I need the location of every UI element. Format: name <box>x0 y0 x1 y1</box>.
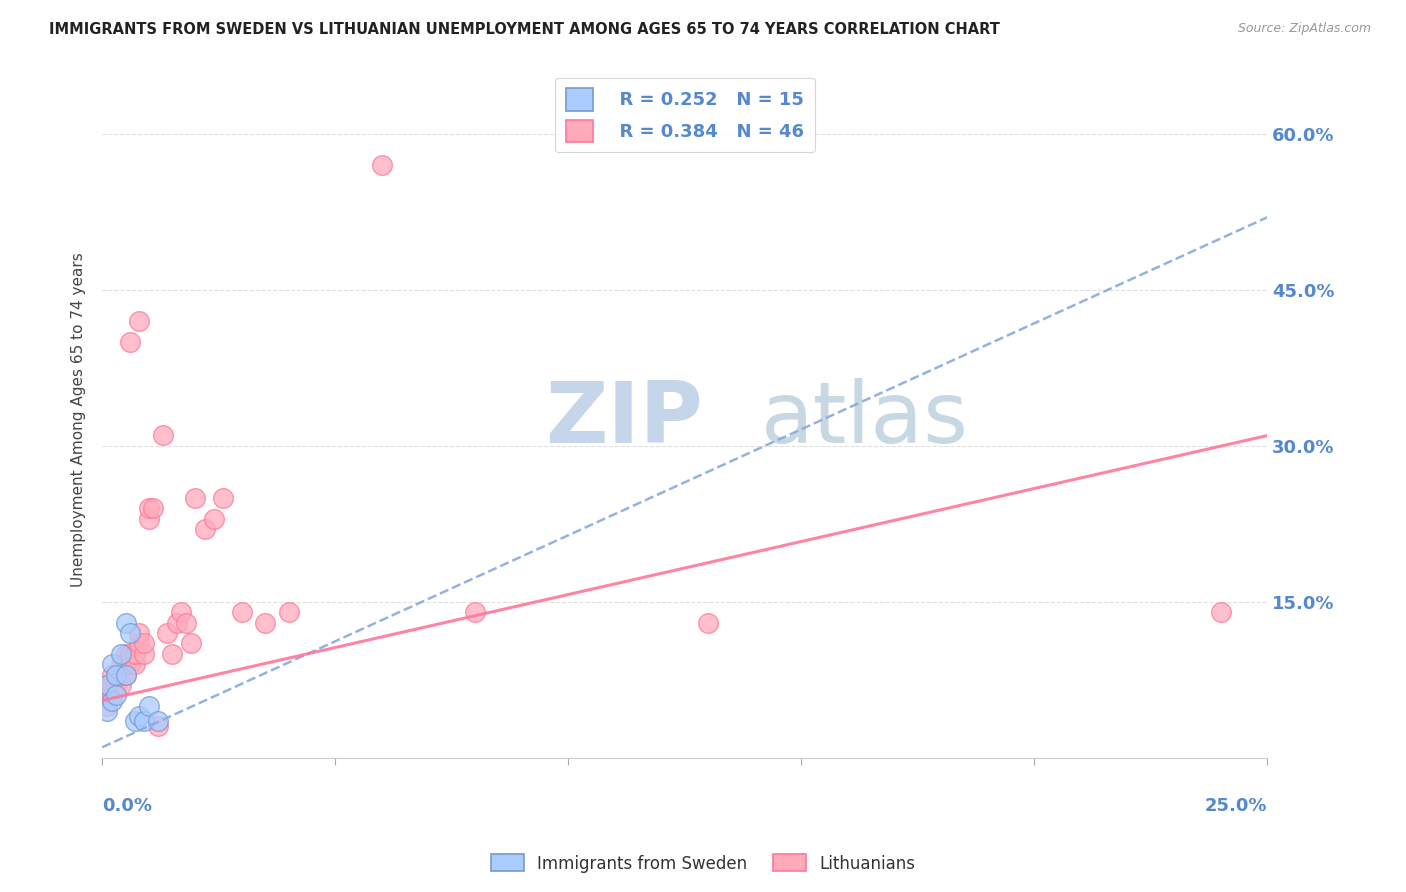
Point <box>138 501 160 516</box>
Point <box>277 605 299 619</box>
Point <box>134 647 156 661</box>
Point <box>110 647 132 661</box>
Point <box>134 714 156 729</box>
Point <box>110 657 132 672</box>
Point <box>160 647 183 661</box>
Point <box>371 158 394 172</box>
Point <box>105 667 128 681</box>
Point <box>212 491 235 505</box>
Point <box>146 719 169 733</box>
Point <box>96 678 118 692</box>
Point <box>152 428 174 442</box>
Point <box>202 511 225 525</box>
Point <box>120 626 142 640</box>
Point <box>1209 605 1232 619</box>
Point <box>105 689 128 703</box>
Point <box>156 626 179 640</box>
Point <box>114 615 136 630</box>
Point <box>96 678 118 692</box>
Point <box>128 314 150 328</box>
Point <box>96 698 118 713</box>
Point <box>100 657 122 672</box>
Point <box>254 615 277 630</box>
Point <box>180 636 202 650</box>
Point <box>146 714 169 729</box>
Point <box>114 647 136 661</box>
Point <box>100 689 122 703</box>
Point <box>110 667 132 681</box>
Legend:   R = 0.252   N = 15,   R = 0.384   N = 46: R = 0.252 N = 15, R = 0.384 N = 46 <box>555 78 815 153</box>
Point <box>170 605 193 619</box>
Point <box>128 636 150 650</box>
Point <box>231 605 253 619</box>
Point <box>96 704 118 718</box>
Point <box>120 657 142 672</box>
Point <box>697 615 720 630</box>
Point <box>124 714 146 729</box>
Point <box>138 698 160 713</box>
Point <box>464 605 486 619</box>
Point <box>114 667 136 681</box>
Text: atlas: atlas <box>761 378 969 461</box>
Legend: Immigrants from Sweden, Lithuanians: Immigrants from Sweden, Lithuanians <box>484 847 922 880</box>
Point <box>105 678 128 692</box>
Point <box>110 678 132 692</box>
Point <box>96 689 118 703</box>
Point <box>120 334 142 349</box>
Point <box>174 615 197 630</box>
Point <box>100 678 122 692</box>
Point <box>134 636 156 650</box>
Point <box>100 667 122 681</box>
Point <box>105 667 128 681</box>
Y-axis label: Unemployment Among Ages 65 to 74 years: Unemployment Among Ages 65 to 74 years <box>72 252 86 587</box>
Point <box>100 693 122 707</box>
Point <box>124 647 146 661</box>
Point <box>194 522 217 536</box>
Point <box>184 491 207 505</box>
Text: Source: ZipAtlas.com: Source: ZipAtlas.com <box>1237 22 1371 36</box>
Point <box>166 615 188 630</box>
Point <box>128 626 150 640</box>
Point <box>114 657 136 672</box>
Point <box>114 667 136 681</box>
Text: ZIP: ZIP <box>546 378 703 461</box>
Text: 25.0%: 25.0% <box>1205 797 1267 814</box>
Point <box>138 511 160 525</box>
Point <box>142 501 165 516</box>
Point <box>128 709 150 723</box>
Point <box>124 657 146 672</box>
Text: IMMIGRANTS FROM SWEDEN VS LITHUANIAN UNEMPLOYMENT AMONG AGES 65 TO 74 YEARS CORR: IMMIGRANTS FROM SWEDEN VS LITHUANIAN UNE… <box>49 22 1000 37</box>
Point <box>120 647 142 661</box>
Text: 0.0%: 0.0% <box>103 797 152 814</box>
